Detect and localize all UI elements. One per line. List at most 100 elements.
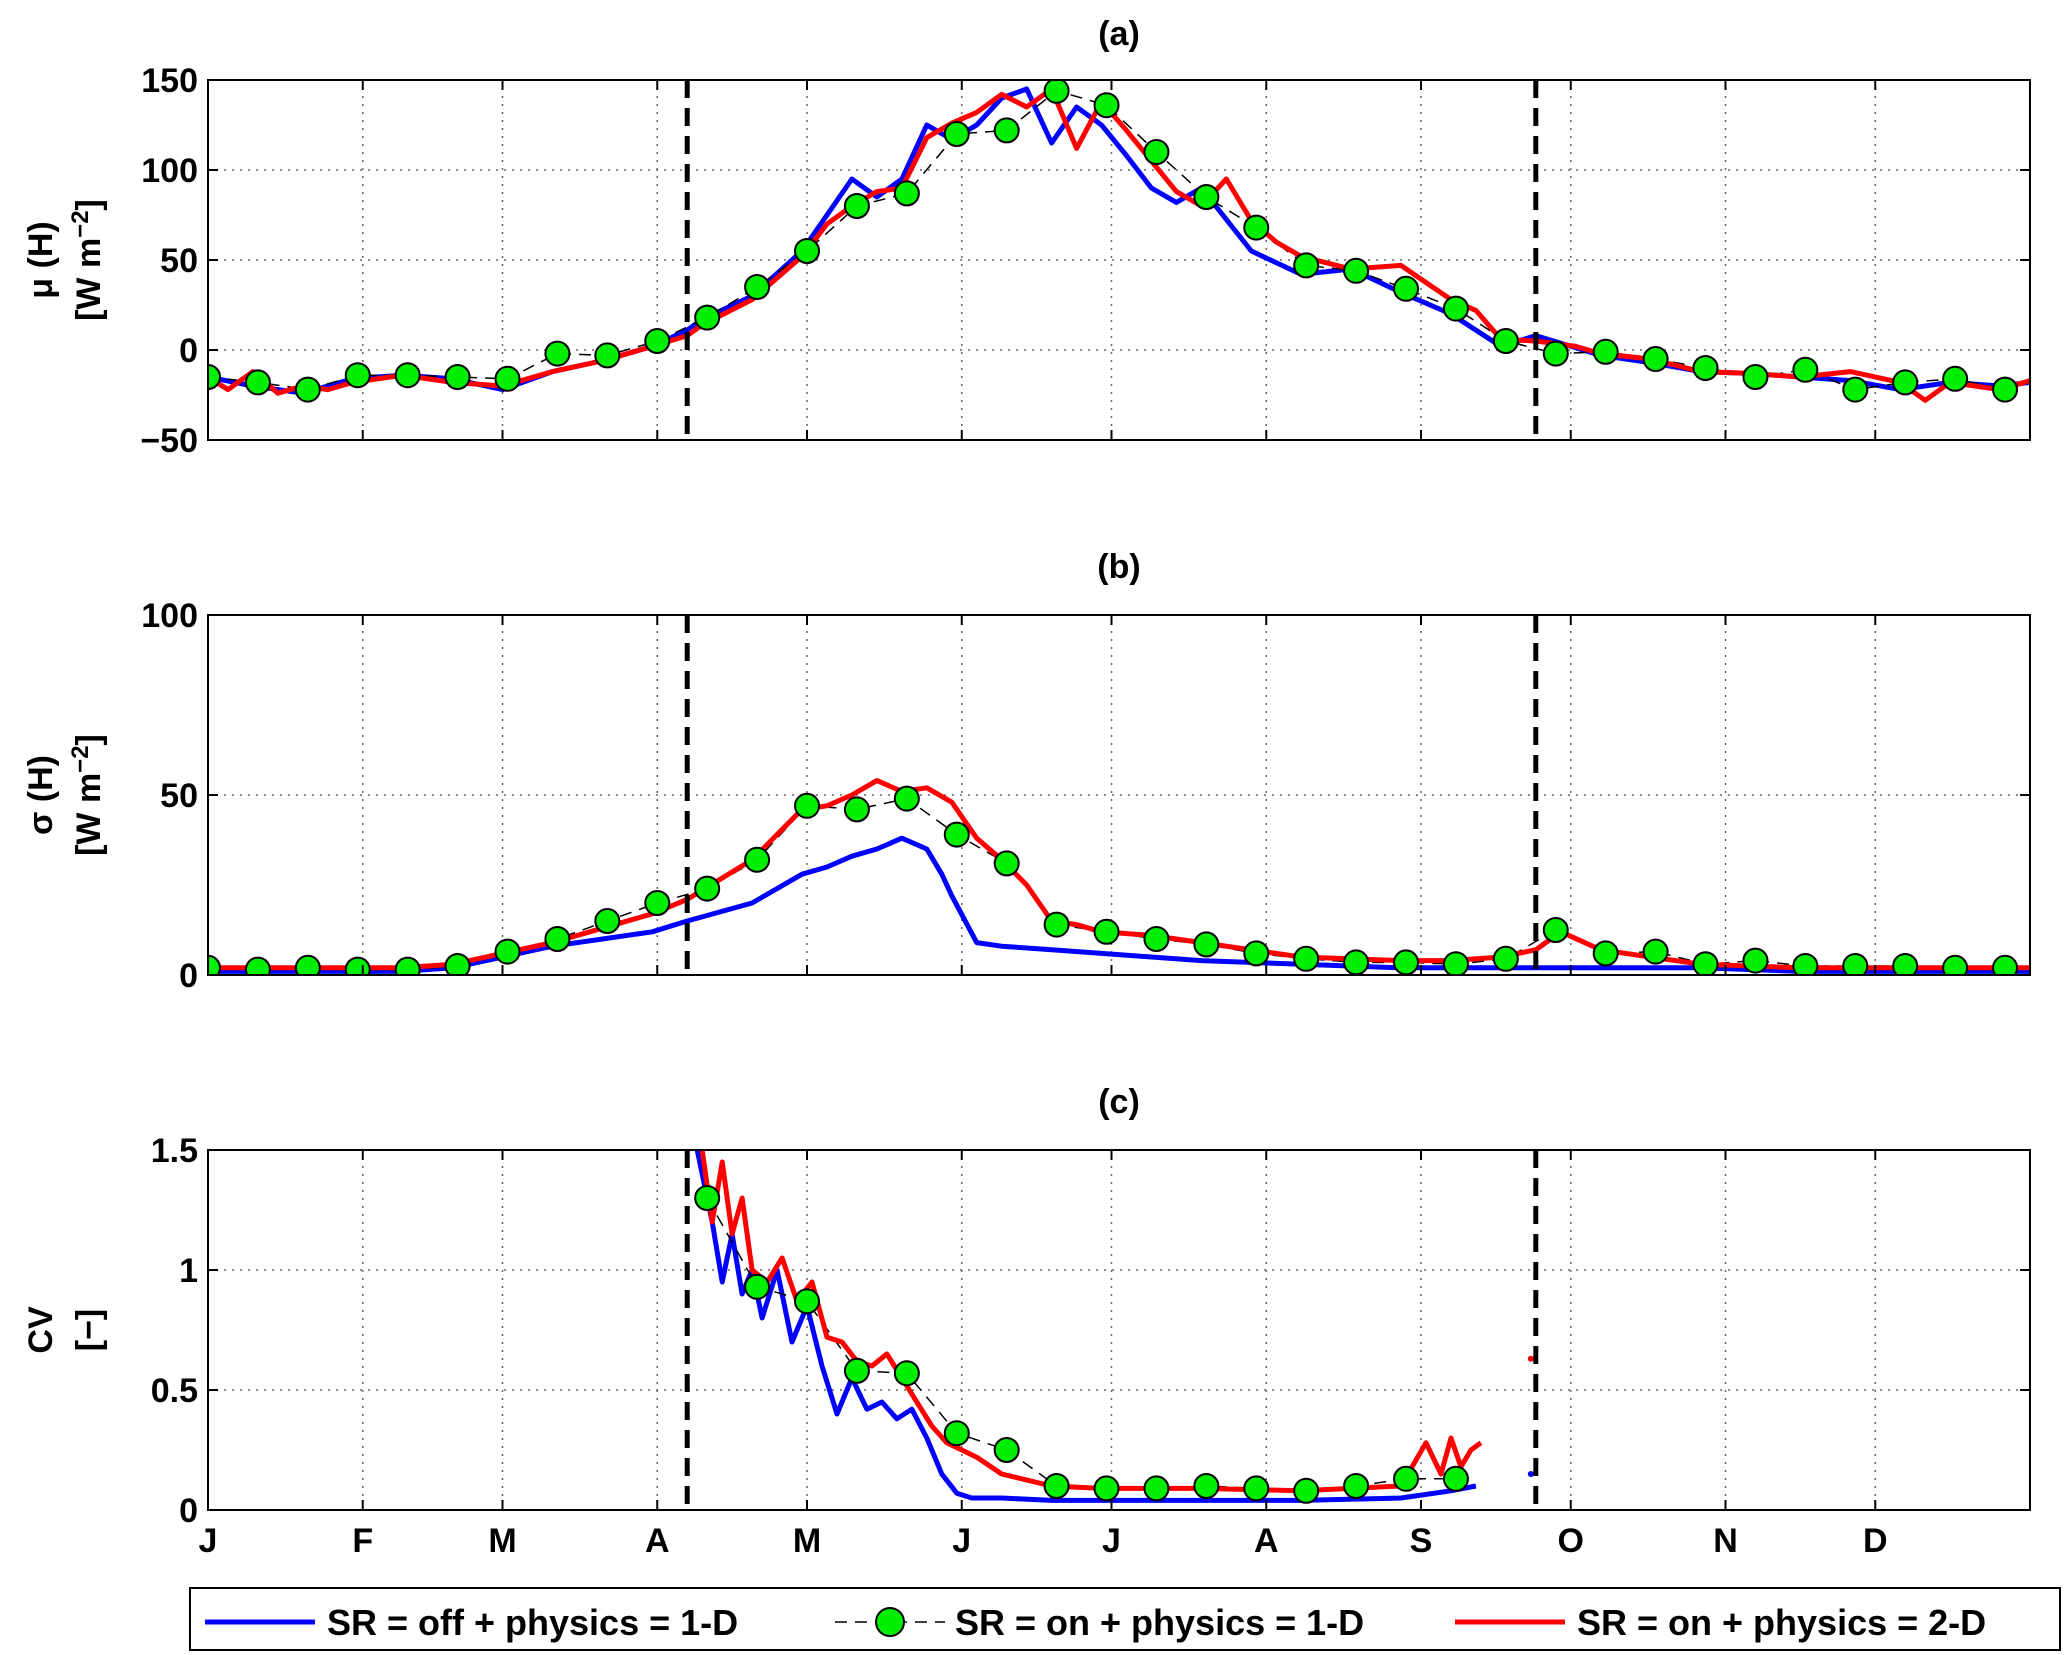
y-tick-label: 50 (160, 777, 198, 815)
series-marker (1043, 1473, 1070, 1499)
panel-b: 100 50 0 (b) σ (H) [W m−2] (22, 548, 2031, 995)
series-marker (208, 364, 221, 390)
legend-label-red: SR = on + physics = 2-D (1577, 1602, 1986, 1643)
series-marker (1193, 931, 1220, 958)
x-tick-label: O (1558, 1522, 1584, 1560)
series-marker (694, 1185, 721, 1211)
legend-label-blue: SR = off + physics = 1-D (327, 1602, 738, 1643)
series-marker (1343, 1473, 1370, 1499)
series-marker (794, 792, 821, 819)
x-tick-label: N (1713, 1522, 1738, 1560)
panel-title: (b) (1097, 548, 1140, 586)
series-marker (1792, 953, 1819, 975)
series-marker (1692, 355, 1719, 381)
legend: SR = off + physics = 1-D SR = on + physi… (189, 1587, 2061, 1651)
series-marker (1093, 1475, 1120, 1502)
series-marker (1592, 338, 1619, 365)
panel-c: 1.5 1 0.5 0 (c) CV [−] J F M A M J J A S O N D (22, 1083, 2031, 1560)
y-axis-label-units: [W m (70, 238, 108, 321)
series-marker (1442, 1465, 1469, 1492)
series-line-sr-on-1d (208, 89, 2006, 391)
series-marker (943, 1420, 970, 1447)
y-axis-label-bracket: ] (70, 734, 108, 745)
series-marker (744, 274, 771, 300)
series-marker (444, 953, 471, 975)
y-tick-label: 1.5 (151, 1132, 198, 1170)
series-marker (1442, 295, 1469, 322)
series-marker (494, 938, 521, 965)
x-tick-label: M (793, 1522, 821, 1560)
series-marker (1892, 953, 1919, 975)
series-marker (294, 376, 321, 403)
x-tick-label: M (488, 1522, 516, 1560)
series-marker (1542, 917, 1569, 943)
legend-label-green: SR = on + physics = 1-D (955, 1602, 1364, 1643)
series-isolated-point (1527, 1355, 1534, 1362)
series-marker (1842, 376, 1869, 403)
series-marker (494, 365, 521, 392)
y-tick-label: 100 (141, 597, 198, 635)
series-line-sr-on-2d (699, 1150, 1483, 1494)
series-marker (943, 121, 970, 147)
series-marker (1193, 184, 1220, 210)
series-marker (744, 846, 771, 873)
series-line-sr-off-1d (208, 86, 2030, 396)
series-marker (544, 926, 571, 952)
series-marker (344, 956, 371, 975)
series-marker (1243, 1475, 1270, 1502)
y-axis-label-units: [−] (70, 1309, 108, 1352)
panel-title: (a) (1098, 15, 1140, 53)
series-marker (444, 364, 471, 390)
series-marker (893, 1360, 920, 1387)
y-axis-label-line1: σ (H) (22, 755, 60, 835)
series-group (208, 778, 2030, 975)
series-marker (1243, 214, 1270, 241)
legend-box (189, 1587, 2061, 1651)
series-marker (1442, 951, 1469, 975)
series-marker (1343, 949, 1370, 975)
series-marker (794, 1288, 821, 1315)
y-tick-label: 0 (179, 1492, 198, 1530)
series-marker (893, 180, 920, 207)
y-axis-label-units: [W m (70, 773, 108, 856)
series-isolated-point (1527, 1471, 1534, 1477)
x-tick-label: A (645, 1522, 670, 1560)
x-tick-label: J (1102, 1522, 1121, 1560)
series-marker (1642, 346, 1669, 372)
series-marker (1143, 139, 1170, 165)
y-tick-label: 100 (141, 152, 198, 190)
x-tick-label: S (1410, 1522, 1433, 1560)
y-axis-label-line2: [W m−2] (67, 734, 108, 856)
series-marker (1942, 954, 1969, 975)
x-tick-label: J (952, 1522, 971, 1560)
series-marker (1043, 80, 1070, 104)
series-marker (1293, 1477, 1320, 1504)
series-marker (694, 304, 721, 331)
y-tick-label: 0.5 (151, 1372, 198, 1410)
series-marker (1293, 252, 1320, 279)
series-marker (794, 238, 821, 264)
y-axis-label-line2: [−] (70, 1309, 108, 1352)
series-marker (694, 875, 721, 902)
series-group (694, 1150, 1534, 1504)
legend-swatch-green-marker (875, 1607, 905, 1637)
series-marker (1343, 257, 1370, 284)
series-marker (1393, 275, 1420, 302)
series-marker (1942, 365, 1969, 392)
series-marker (1842, 953, 1869, 975)
series-marker (893, 785, 920, 812)
series-marker (544, 340, 571, 367)
y-tick-label: 0 (179, 332, 198, 370)
y-axis-label-exponent: −2 (67, 210, 94, 237)
series-marker (843, 1357, 870, 1384)
series-marker (1542, 340, 1569, 367)
series-marker (1592, 940, 1619, 967)
series-marker (1393, 1465, 1420, 1492)
y-tick-label: 50 (160, 242, 198, 280)
series-marker (594, 908, 621, 934)
series-marker (1742, 364, 1769, 390)
y-tick-label: 0 (179, 957, 198, 995)
series-marker (1143, 926, 1170, 952)
